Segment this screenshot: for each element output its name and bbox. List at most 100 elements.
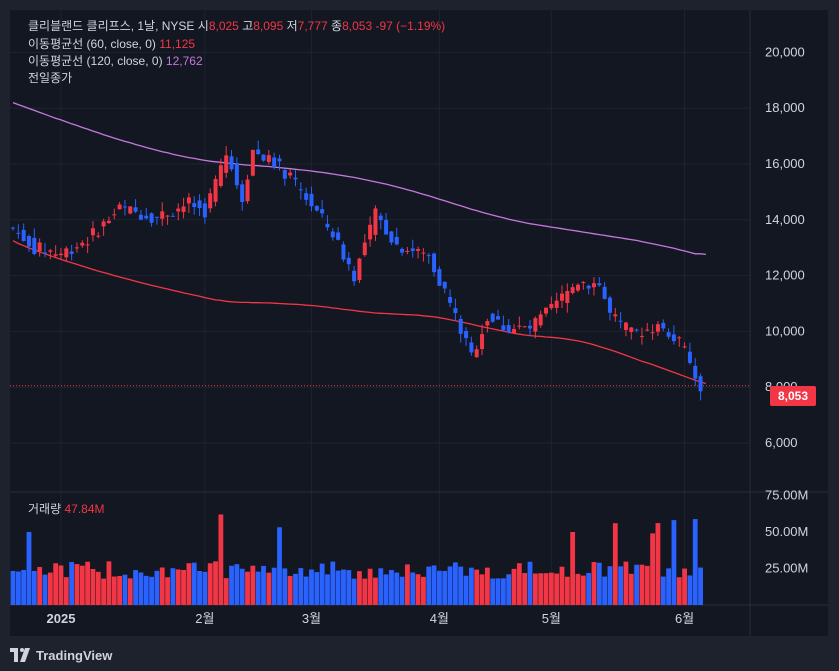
candle bbox=[442, 281, 447, 294]
symbol-title: 클리블랜드 클리프스, 1날, NYSE bbox=[28, 19, 195, 33]
candle bbox=[639, 327, 644, 345]
volume-bar bbox=[602, 576, 608, 605]
volume-bar bbox=[591, 562, 597, 605]
candle-body bbox=[437, 269, 442, 286]
volume-bar bbox=[202, 571, 208, 605]
candle bbox=[554, 292, 559, 314]
volume-bar bbox=[367, 568, 373, 605]
volume-bar bbox=[687, 575, 693, 605]
candle bbox=[160, 202, 165, 226]
candle bbox=[501, 315, 506, 331]
volume-bar bbox=[186, 563, 192, 605]
candle-body bbox=[346, 257, 351, 265]
candle-body bbox=[432, 253, 437, 273]
candle-body bbox=[661, 322, 666, 329]
volume-legend[interactable]: 거래량 47.84M bbox=[28, 501, 105, 518]
candle bbox=[661, 319, 666, 332]
ma120-legend[interactable]: 이동평균선 (120, close, 0) 12,762 bbox=[28, 53, 203, 70]
candle-body bbox=[421, 252, 426, 254]
candle-body bbox=[618, 320, 623, 322]
prev-close-legend[interactable]: 전일종가 bbox=[28, 70, 72, 87]
candle-body bbox=[634, 329, 639, 331]
candle-body bbox=[671, 334, 676, 342]
candle bbox=[490, 312, 495, 323]
volume-bar bbox=[596, 562, 602, 605]
candle-body bbox=[192, 203, 197, 208]
candle bbox=[240, 180, 245, 211]
volume-bar bbox=[58, 565, 64, 605]
volume-bar bbox=[399, 576, 405, 605]
candle-body bbox=[501, 325, 506, 331]
candle-body bbox=[394, 236, 399, 245]
volume-bar bbox=[250, 565, 256, 605]
candle bbox=[336, 227, 341, 241]
candle bbox=[245, 174, 250, 204]
ma60-label: 이동평균선 (60, close, 0) bbox=[28, 37, 156, 51]
candle bbox=[320, 200, 325, 218]
volume-bar bbox=[378, 568, 384, 605]
candle-body bbox=[245, 179, 250, 202]
price-tick-label: 20,000 bbox=[765, 44, 805, 59]
candle bbox=[410, 239, 415, 258]
volume-bar bbox=[181, 569, 186, 605]
volume-bar bbox=[650, 533, 655, 605]
volume-bar bbox=[554, 573, 560, 605]
candle-body bbox=[666, 332, 671, 337]
volume-bar bbox=[431, 565, 437, 605]
volume-bar bbox=[671, 520, 677, 605]
candle bbox=[687, 342, 692, 365]
candle bbox=[565, 283, 570, 313]
volume-bar bbox=[618, 566, 624, 605]
chart-canvas[interactable]: 6,0008,00010,00012,00014,00016,00018,000… bbox=[10, 10, 828, 636]
prev-close-label: 전일종가 bbox=[28, 71, 73, 85]
candle-body bbox=[234, 163, 239, 186]
candle-body bbox=[655, 324, 660, 332]
candle bbox=[128, 206, 133, 215]
candle-body bbox=[224, 155, 229, 173]
candle bbox=[591, 277, 596, 296]
candle-body bbox=[282, 170, 287, 179]
candle bbox=[21, 223, 26, 242]
price-tick-label: 18,000 bbox=[765, 100, 805, 115]
candle-body bbox=[202, 203, 207, 218]
candle bbox=[453, 298, 458, 321]
candle-body bbox=[416, 249, 421, 251]
high-value: 8,095 bbox=[253, 19, 284, 33]
volume-bar bbox=[293, 573, 298, 605]
candle bbox=[533, 316, 538, 339]
candle bbox=[165, 214, 170, 225]
candle-body bbox=[53, 254, 58, 256]
volume-bar bbox=[666, 568, 671, 605]
candle bbox=[208, 188, 213, 213]
candle-body bbox=[453, 308, 458, 314]
volume-bar bbox=[415, 574, 421, 605]
volume-bar bbox=[490, 578, 496, 605]
candle-body bbox=[373, 208, 378, 235]
candle bbox=[80, 240, 85, 248]
candle-body bbox=[288, 172, 293, 176]
candle-body bbox=[240, 184, 245, 202]
candle bbox=[224, 146, 229, 178]
candle bbox=[528, 320, 533, 337]
volume-bar bbox=[548, 572, 554, 605]
volume-bar bbox=[511, 568, 517, 605]
volume-bar bbox=[410, 572, 416, 605]
candle-body bbox=[42, 252, 47, 254]
candle-body bbox=[490, 313, 495, 322]
volume-bar bbox=[138, 572, 144, 605]
volume-bar bbox=[234, 564, 240, 605]
candle-body bbox=[213, 179, 218, 202]
volume-bar bbox=[570, 531, 576, 605]
volume-bar bbox=[165, 577, 170, 605]
candle-body bbox=[378, 215, 383, 221]
chart-frame[interactable]: 6,0008,00010,00012,00014,00016,00018,000… bbox=[10, 10, 828, 636]
grid-lines bbox=[10, 10, 828, 636]
candle-body bbox=[693, 365, 698, 379]
candle bbox=[181, 197, 186, 219]
volume-bar bbox=[586, 572, 592, 605]
candle bbox=[298, 182, 303, 200]
ma60-value: 11,125 bbox=[159, 37, 196, 51]
volume-bar bbox=[698, 567, 703, 605]
ma60-legend[interactable]: 이동평균선 (60, close, 0) 11,125 bbox=[28, 36, 195, 53]
volume-bar bbox=[47, 572, 53, 605]
